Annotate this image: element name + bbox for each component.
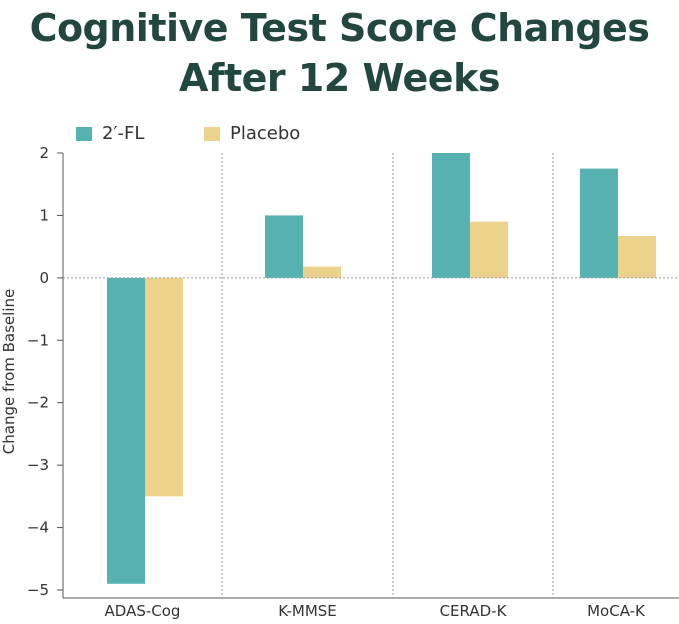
y-tick-label: 2 <box>39 144 49 162</box>
chart-title-line-2: After 12 Weeks <box>179 56 500 100</box>
chart-title-line-1: Cognitive Test Score Changes <box>29 6 650 50</box>
bar-placebo <box>470 221 508 278</box>
y-tick-label: −3 <box>27 456 49 474</box>
y-tick-label: 1 <box>39 206 49 224</box>
y-tick-label: −4 <box>27 519 49 537</box>
y-tick-label: 0 <box>39 269 49 287</box>
legend-swatch-placebo <box>204 127 220 141</box>
bar-2fl <box>432 153 470 278</box>
bar-placebo <box>618 236 656 278</box>
x-category-label: ADAS-Cog <box>105 602 181 620</box>
bar-placebo <box>145 277 183 497</box>
bar-2fl <box>107 277 145 584</box>
x-category-label: MoCA-K <box>587 602 646 620</box>
y-tick-label: −5 <box>27 581 49 599</box>
x-category-label: K-MMSE <box>278 602 337 620</box>
y-axis-label: Change from Baseline <box>0 289 18 454</box>
legend-label-2fl: 2′-FL <box>102 123 145 144</box>
legend-swatch-2fl <box>76 127 92 141</box>
legend-label-placebo: Placebo <box>230 123 301 144</box>
y-tick-label: −1 <box>27 331 49 349</box>
bar-2fl <box>580 168 618 278</box>
x-category-label: CERAD-K <box>440 602 508 620</box>
bar-2fl <box>265 215 303 278</box>
bar-placebo <box>303 266 341 278</box>
y-tick-label: −2 <box>27 394 49 412</box>
